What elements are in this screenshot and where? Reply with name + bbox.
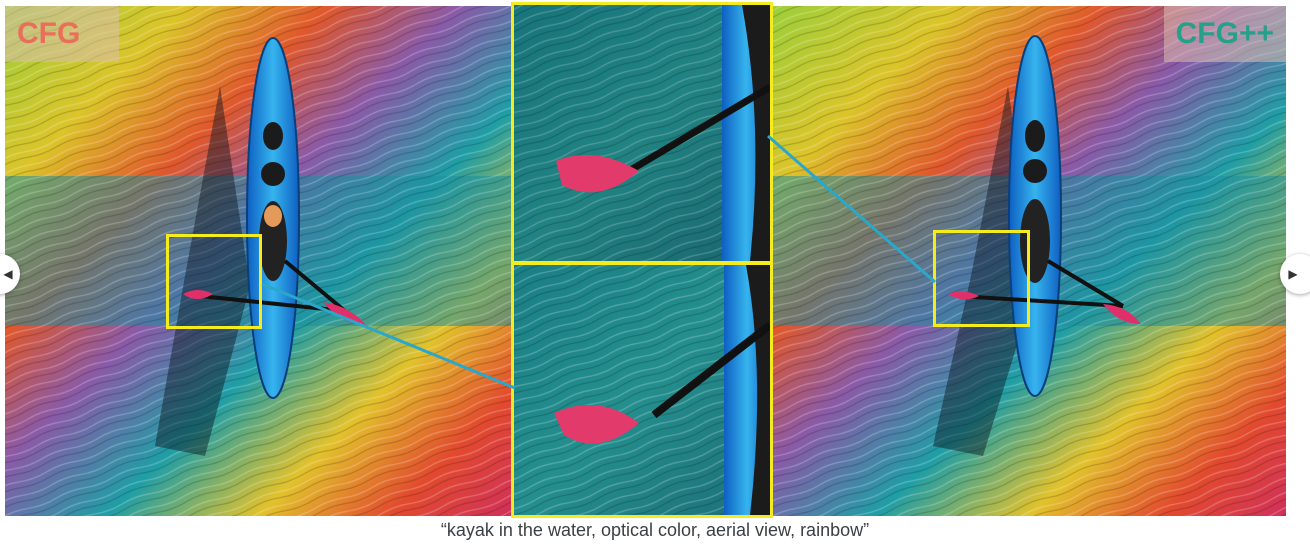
previous-slide-button[interactable]: ◀ [0, 254, 20, 294]
image-caption: “kayak in the water, optical color, aeri… [440, 520, 870, 540]
cfg-label: CFG [5, 6, 119, 62]
next-slide-button[interactable]: ▶ [1280, 254, 1310, 294]
cfg-crop-highlight [166, 234, 262, 329]
zoom-crop-cfg [511, 2, 773, 264]
chevron-left-icon: ◀ [3, 267, 13, 281]
cfgpp-crop-highlight [933, 230, 1030, 327]
cfgpp-label: CFG++ [1163, 6, 1286, 62]
cfg-result-image: CFG [5, 6, 511, 516]
zoom-crop-cfgpp [511, 262, 773, 518]
chevron-right-icon: ▶ [1288, 267, 1298, 281]
